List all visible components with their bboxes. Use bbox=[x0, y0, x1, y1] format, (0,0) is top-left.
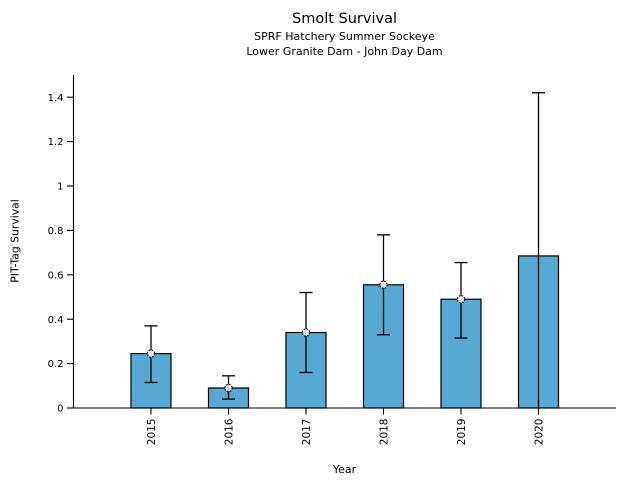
y-tick-label-0.6: 0.6 bbox=[48, 270, 64, 281]
chart-subtitle-line2: Lower Granite Dam - John Day Dam bbox=[246, 44, 443, 58]
x-tick-label-2015: 2015 bbox=[146, 419, 158, 446]
point-marker-2018 bbox=[379, 280, 388, 289]
chart-subtitle-line1: SPRF Hatchery Summer Sockeye bbox=[254, 30, 435, 43]
point-marker-2016 bbox=[224, 383, 233, 393]
point-marker-2015 bbox=[146, 349, 156, 358]
x-tick-label-2016: 2016 bbox=[223, 418, 235, 445]
x-tick-label-2019: 2019 bbox=[456, 419, 468, 446]
point-marker-2017 bbox=[301, 328, 311, 337]
x-tick-label-2017: 2017 bbox=[301, 419, 313, 446]
x-axis-label: Year bbox=[332, 463, 357, 476]
y-tick-label-0.4: 0.4 bbox=[48, 315, 64, 326]
chart-title: Smolt Survival bbox=[292, 11, 397, 27]
x-tick-label-2020: 2020 bbox=[533, 419, 545, 446]
point-marker-2019 bbox=[456, 295, 466, 304]
x-tick-label-2018: 2018 bbox=[378, 419, 390, 446]
y-tick-label-0.2: 0.2 bbox=[48, 359, 64, 370]
y-tick-label-0.8: 0.8 bbox=[48, 226, 64, 237]
y-tick-label-1.2: 1.2 bbox=[48, 137, 64, 148]
y-tick-label-0: 0 bbox=[57, 404, 63, 415]
y-tick-label-1.4: 1.4 bbox=[48, 93, 64, 104]
y-tick-label-1: 1 bbox=[57, 182, 63, 193]
